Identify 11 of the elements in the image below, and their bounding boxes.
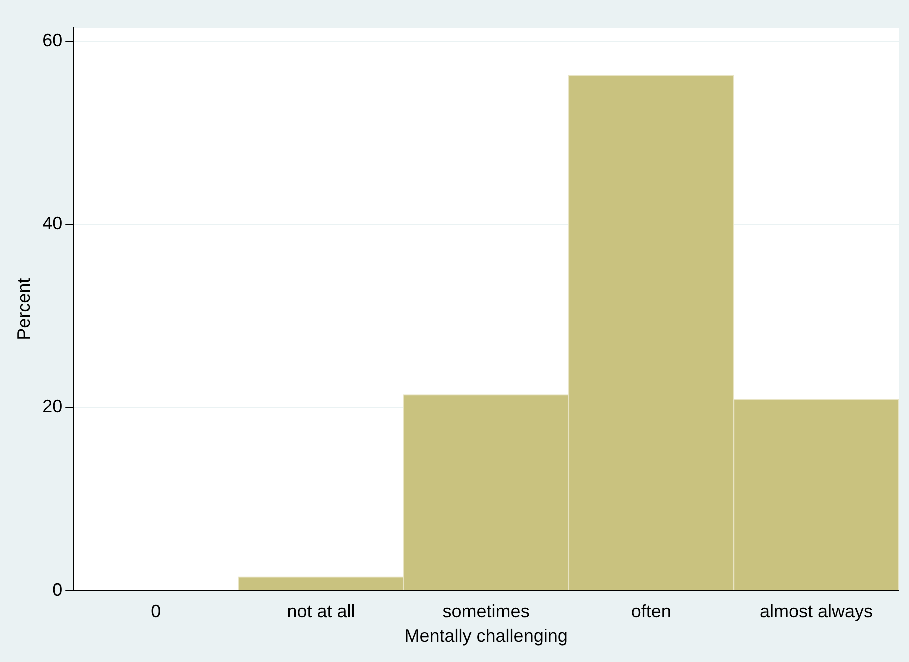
x-tick-label: not at all [287, 602, 356, 622]
y-axis-title: Percent [14, 278, 34, 340]
y-tick-label: 40 [42, 214, 63, 234]
y-tick-label: 20 [42, 396, 63, 417]
x-tick-label: sometimes [442, 602, 530, 622]
y-tick-label: 0 [52, 580, 63, 600]
x-tick-label: almost always [760, 602, 873, 622]
x-tick-label: often [631, 602, 672, 622]
x-tick-label: 0 [151, 602, 162, 622]
y-tick-label: 60 [42, 30, 63, 51]
x-axis-title: Mentally challenging [404, 626, 568, 646]
